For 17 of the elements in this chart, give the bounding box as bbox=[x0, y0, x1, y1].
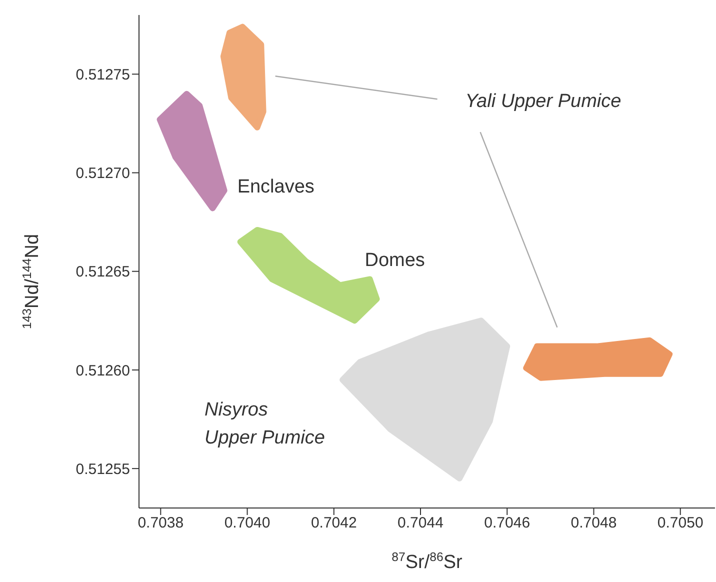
x-tick-label: 0.7042 bbox=[310, 514, 357, 532]
x-tick-label: 0.7038 bbox=[138, 514, 184, 532]
x-tick-label: 0.7050 bbox=[657, 514, 704, 532]
y-tick-label: 0.51270 bbox=[76, 165, 130, 182]
y-tick-label: 0.51255 bbox=[76, 460, 130, 478]
series-label: Nisyros Upper Pumice bbox=[204, 400, 325, 449]
x-axis-title: $^{87}$Sr/$^{86}$Sr bbox=[392, 550, 464, 573]
x-tick-label: 0.7044 bbox=[398, 514, 444, 532]
annotation: Yali Upper Pumice bbox=[465, 91, 622, 112]
x-tick-label: 0.7040 bbox=[224, 514, 270, 532]
x-tick-label: 0.7046 bbox=[484, 514, 530, 532]
x-tick-label: 0.7048 bbox=[570, 514, 617, 532]
y-tick-label: 0.51260 bbox=[76, 362, 130, 380]
series-label: Enclaves bbox=[237, 176, 314, 198]
series-label: Domes bbox=[364, 250, 425, 271]
y-tick-label: 0.51265 bbox=[76, 264, 130, 281]
y-tick-label: 0.51275 bbox=[76, 66, 130, 84]
